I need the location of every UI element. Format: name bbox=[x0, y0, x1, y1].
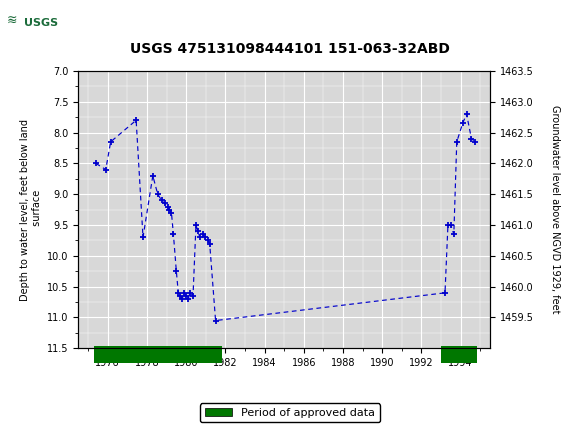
Text: USGS: USGS bbox=[24, 18, 57, 28]
Bar bbox=[6, 4, 75, 41]
Text: USGS 475131098444101 151-063-32ABD: USGS 475131098444101 151-063-32ABD bbox=[130, 42, 450, 56]
Bar bbox=[94, 346, 223, 363]
Text: USGS: USGS bbox=[78, 14, 129, 31]
Legend: Period of approved data: Period of approved data bbox=[200, 403, 380, 422]
Text: ≋: ≋ bbox=[6, 14, 17, 27]
Y-axis label: Depth to water level, feet below land
 surface: Depth to water level, feet below land su… bbox=[20, 119, 42, 301]
Y-axis label: Groundwater level above NGVD 1929, feet: Groundwater level above NGVD 1929, feet bbox=[550, 105, 560, 314]
Bar bbox=[441, 346, 477, 363]
